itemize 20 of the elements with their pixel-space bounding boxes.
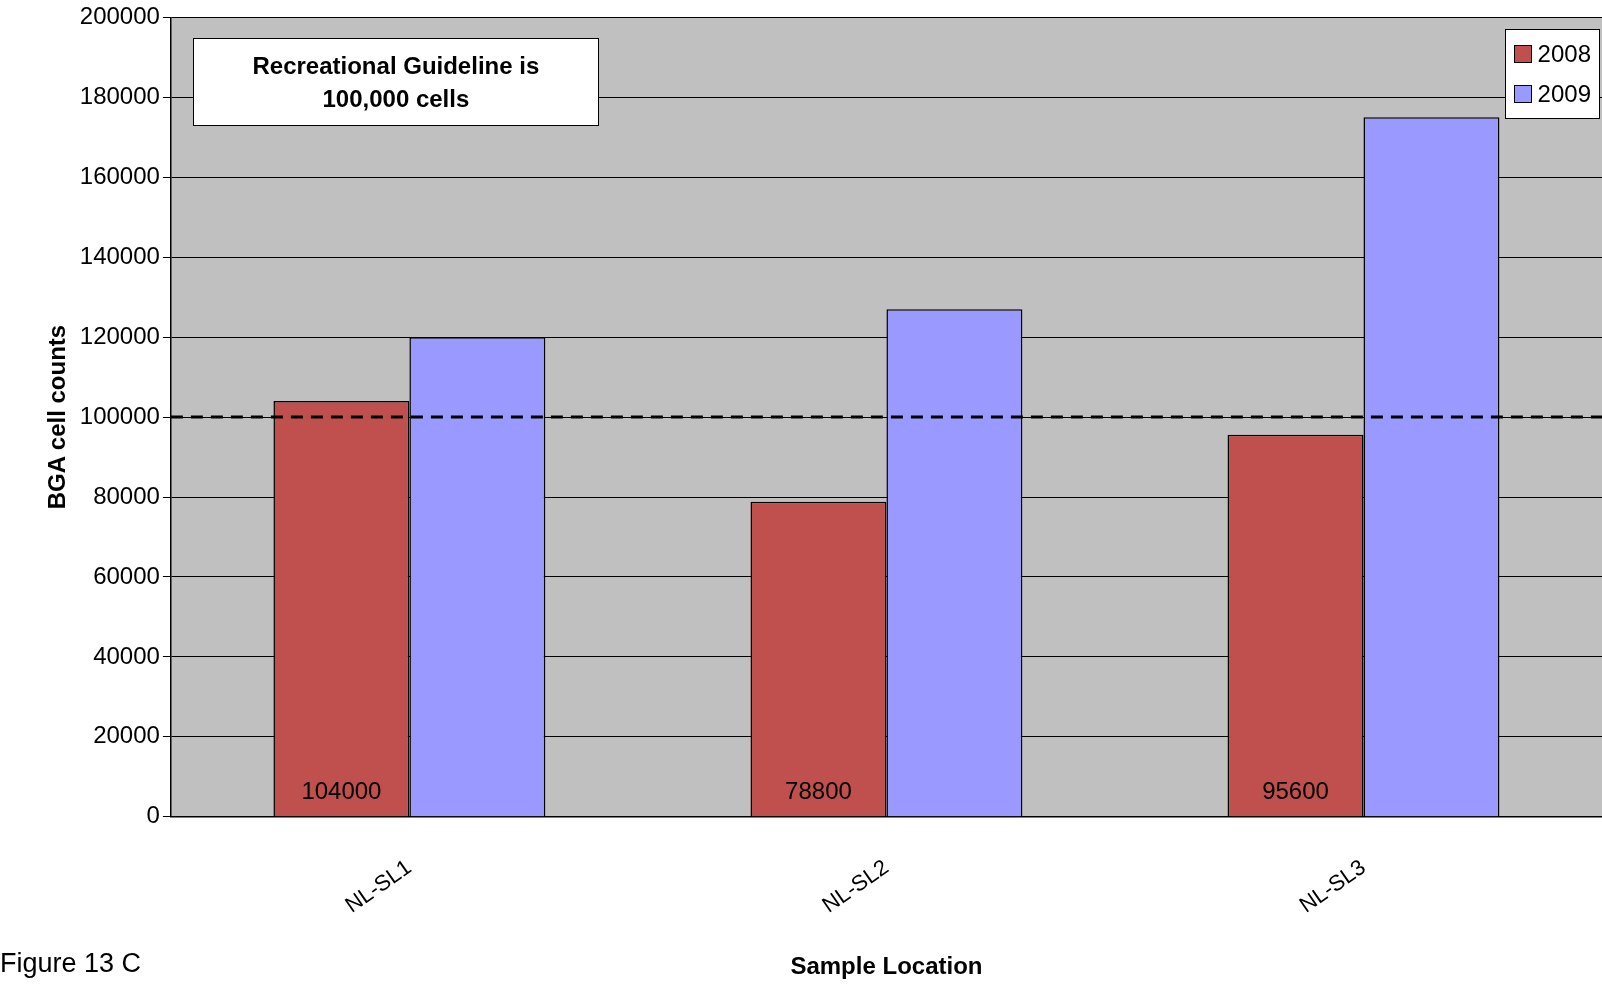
data-label: 95600 bbox=[1262, 776, 1329, 804]
y-tick-label: 80000 bbox=[93, 481, 160, 509]
legend-label: 2009 bbox=[1537, 79, 1591, 110]
y-tick-label: 40000 bbox=[93, 641, 160, 669]
note-box: Recreational Guideline is 100,000 cells bbox=[192, 38, 599, 127]
y-tick-label: 200000 bbox=[79, 2, 160, 30]
y-axis-title: BGA cell counts bbox=[43, 324, 71, 510]
y-tick-label: 60000 bbox=[93, 561, 160, 589]
y-tick-label: 20000 bbox=[93, 721, 160, 749]
data-label: 104000 bbox=[301, 776, 382, 804]
y-tick-label: 0 bbox=[146, 801, 160, 829]
x-axis-title: Sample Location bbox=[790, 952, 983, 980]
y-tick-label: 180000 bbox=[79, 81, 160, 109]
legend-label: 2008 bbox=[1537, 39, 1591, 70]
data-label: 78800 bbox=[785, 776, 852, 804]
y-tick-label: 100000 bbox=[79, 401, 160, 429]
caption: Figure 13 C bbox=[0, 948, 142, 979]
y-tick-label: 120000 bbox=[79, 321, 160, 349]
y-tick-label: 160000 bbox=[79, 161, 160, 189]
y-tick-label: 140000 bbox=[79, 241, 160, 269]
